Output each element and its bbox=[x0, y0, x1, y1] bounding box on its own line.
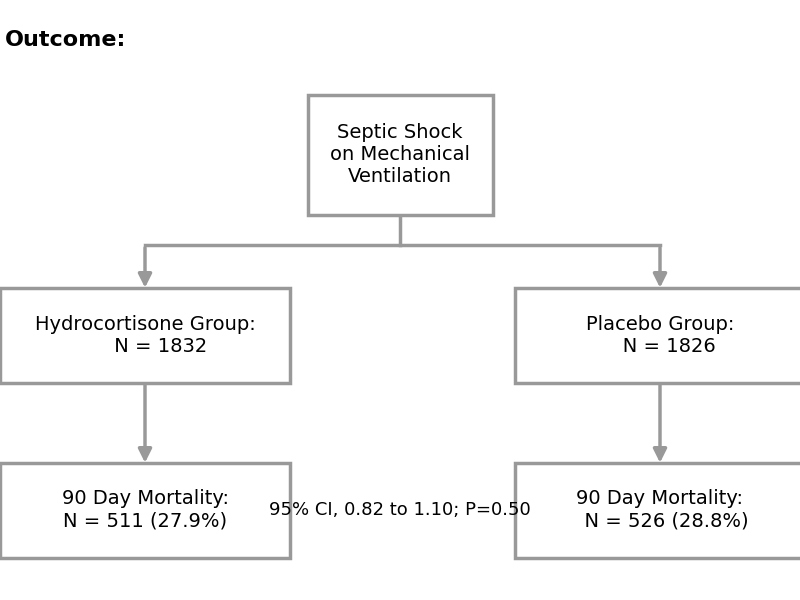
Bar bbox=[0, 463, 290, 557]
Text: 90 Day Mortality:
N = 511 (27.9%): 90 Day Mortality: N = 511 (27.9%) bbox=[62, 490, 229, 530]
Text: Hydrocortisone Group:
     N = 1832: Hydrocortisone Group: N = 1832 bbox=[34, 314, 255, 355]
Bar bbox=[515, 287, 800, 383]
Bar bbox=[0, 287, 290, 383]
Text: 90 Day Mortality:
  N = 526 (28.8%): 90 Day Mortality: N = 526 (28.8%) bbox=[572, 490, 748, 530]
Text: Septic Shock
on Mechanical
Ventilation: Septic Shock on Mechanical Ventilation bbox=[330, 124, 470, 187]
Text: Outcome:: Outcome: bbox=[5, 30, 126, 50]
Bar bbox=[515, 463, 800, 557]
Bar bbox=[307, 95, 493, 215]
Text: Placebo Group:
   N = 1826: Placebo Group: N = 1826 bbox=[586, 314, 734, 355]
Text: 95% CI, 0.82 to 1.10; P=0.50: 95% CI, 0.82 to 1.10; P=0.50 bbox=[269, 501, 531, 519]
